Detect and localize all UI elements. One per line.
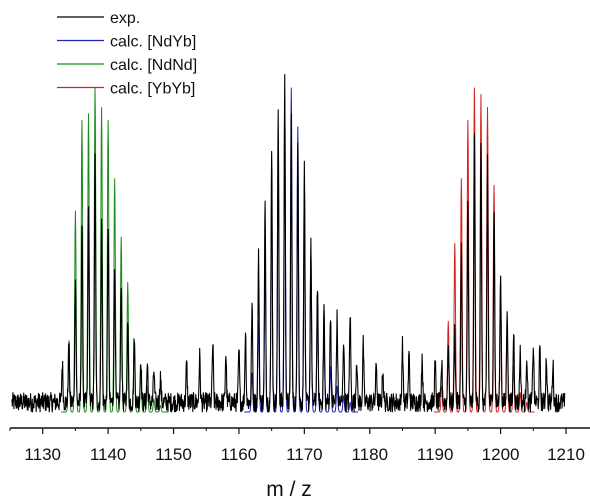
x-tick-label: 1130 xyxy=(24,445,61,464)
x-tick-label: 1140 xyxy=(90,445,127,464)
series-line-calc-ndnd xyxy=(60,87,169,413)
series-line-calc-ndyb xyxy=(244,87,359,413)
series-line-exp xyxy=(11,74,566,413)
legend-label: calc. [YbYb] xyxy=(110,81,195,98)
x-tick-label: 1150 xyxy=(155,445,192,464)
series-line-calc-ybyb xyxy=(433,87,535,413)
x-tick-label: 1200 xyxy=(482,445,520,464)
x-tick-label: 1160 xyxy=(221,445,258,464)
legend-label: exp. xyxy=(110,10,140,27)
legend-label: calc. [NdNd] xyxy=(110,57,197,74)
x-tick-label: 1180 xyxy=(351,445,388,464)
x-tick-label: 1190 xyxy=(417,445,454,464)
plot-area xyxy=(11,74,566,413)
legend-label: calc. [NdYb] xyxy=(110,34,196,51)
x-tick-label: 1170 xyxy=(286,445,323,464)
x-axis: 1130 1140 1150 1160 1170 1180 1190 1200 1210 xyxy=(9,427,590,464)
x-axis-title: m / z xyxy=(266,478,312,501)
legend: exp. calc. [NdYb] calc. [NdNd] calc. [YbYb] xyxy=(57,10,197,98)
x-tick-label: 1210 xyxy=(547,445,585,464)
